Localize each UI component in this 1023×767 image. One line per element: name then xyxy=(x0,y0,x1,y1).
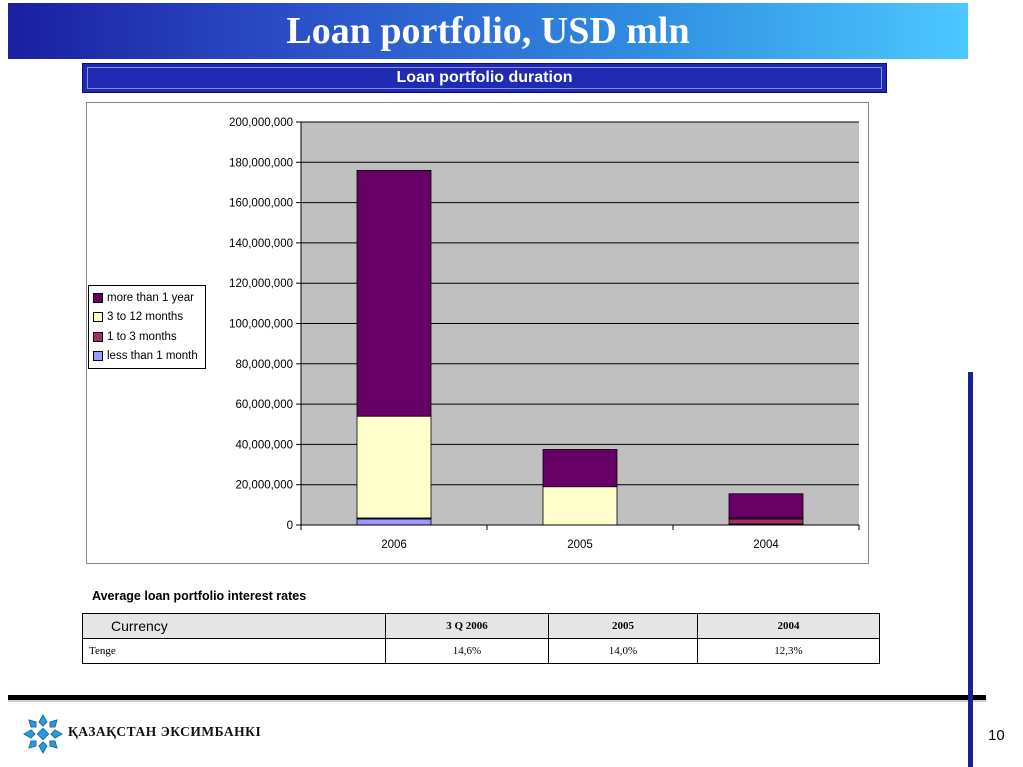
y-tick-label: 100,000,000 xyxy=(229,319,293,331)
legend-item-more-than-1-year: more than 1 year xyxy=(89,288,205,308)
y-tick-label: 60,000,000 xyxy=(235,399,293,411)
legend-label: more than 1 year xyxy=(107,291,194,304)
subtitle-bar: Loan portfolio duration xyxy=(82,63,887,93)
cell-rate-3q-2006: 14,6% xyxy=(385,638,549,664)
bar-segment xyxy=(356,518,432,526)
cell-rate-2004: 12,3% xyxy=(697,638,880,664)
y-tick-label: 140,000,000 xyxy=(229,238,293,250)
legend-swatch xyxy=(93,292,103,303)
header-cell-2004: 2004 xyxy=(697,613,880,639)
y-tick-label: 40,000,000 xyxy=(235,439,293,451)
cell-rate-2005: 14,0% xyxy=(548,638,698,664)
legend-swatch xyxy=(93,312,103,323)
header-cell-2005: 2005 xyxy=(548,613,698,639)
legend-label: less than 1 month xyxy=(107,350,198,363)
bank-logo-icon xyxy=(22,713,64,755)
x-tick-label: 2004 xyxy=(753,539,779,551)
rates-table-heading: Average loan portfolio interest rates xyxy=(92,589,307,603)
bar-segment xyxy=(542,486,618,526)
y-tick-label: 80,000,000 xyxy=(235,359,293,371)
y-tick-label: 160,000,000 xyxy=(229,198,293,210)
y-tick-label: 120,000,000 xyxy=(229,278,293,290)
legend-item-1-to-3-months: 1 to 3 months xyxy=(89,327,205,347)
subtitle-inner-border xyxy=(87,67,882,89)
header-cell-3q-2006: 3 Q 2006 xyxy=(385,613,549,639)
y-tick-label: 0 xyxy=(287,520,293,532)
right-accent-line xyxy=(968,372,973,767)
table-header-row: Currency 3 Q 2006 2005 2004 xyxy=(82,613,880,639)
header-cell-currency: Currency xyxy=(82,613,386,639)
footer-divider-shadow xyxy=(8,700,986,702)
bar-segment xyxy=(356,169,432,417)
chart-legend: more than 1 year 3 to 12 months 1 to 3 m… xyxy=(88,285,206,369)
y-tick-label: 20,000,000 xyxy=(235,480,293,492)
bar-segment xyxy=(542,449,618,488)
y-tick-label: 200,000,000 xyxy=(229,117,293,129)
slide-title: Loan portfolio, USD mln xyxy=(286,10,690,52)
interest-rates-table: Currency 3 Q 2006 2005 2004 Tenge 14,6% … xyxy=(82,613,880,664)
legend-item-less-than-1-month: less than 1 month xyxy=(89,347,205,367)
table-row: Tenge 14,6% 14,0% 12,3% xyxy=(82,638,880,664)
bar-segment xyxy=(728,518,804,525)
legend-item-3-to-12-months: 3 to 12 months xyxy=(89,308,205,328)
page-number: 10 xyxy=(988,727,1005,744)
x-tick-label: 2005 xyxy=(567,539,593,551)
x-tick-label: 2006 xyxy=(381,539,407,551)
legend-swatch xyxy=(93,351,103,362)
bar-segment xyxy=(728,493,804,519)
legend-swatch xyxy=(93,331,103,342)
bank-name: ҚАЗАҚСТАН ЭКСИМБАНКІ xyxy=(68,724,262,739)
title-bar: Loan portfolio, USD mln xyxy=(8,3,968,59)
legend-label: 1 to 3 months xyxy=(107,330,177,343)
footer-divider xyxy=(8,695,986,700)
bar-segment xyxy=(356,415,432,519)
chart-subtitle: Loan portfolio duration xyxy=(396,69,573,86)
y-tick-label: 180,000,000 xyxy=(229,157,293,169)
legend-label: 3 to 12 months xyxy=(107,311,184,324)
cell-currency: Tenge xyxy=(82,638,386,664)
